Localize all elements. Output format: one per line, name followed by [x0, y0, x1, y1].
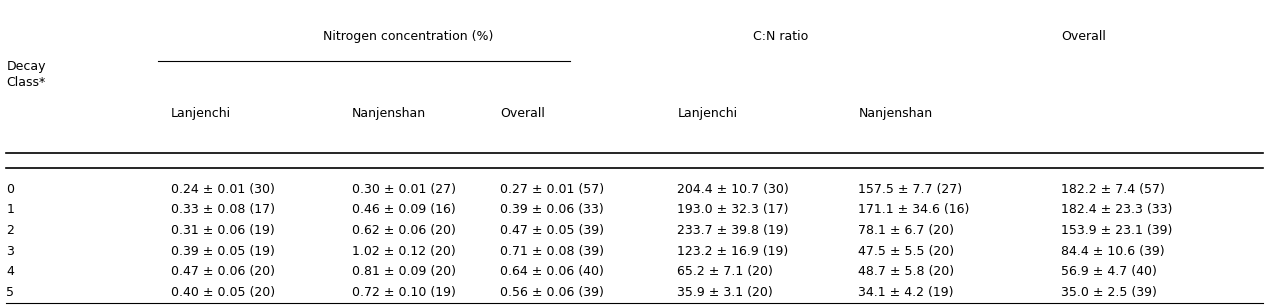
Text: C:N ratio: C:N ratio: [753, 30, 809, 43]
Text: 3: 3: [6, 245, 14, 258]
Text: 123.2 ± 16.9 (19): 123.2 ± 16.9 (19): [677, 245, 789, 258]
Text: 35.0 ± 2.5 (39): 35.0 ± 2.5 (39): [1061, 286, 1157, 299]
Text: 0.46 ± 0.09 (16): 0.46 ± 0.09 (16): [352, 203, 456, 216]
Text: 65.2 ± 7.1 (20): 65.2 ± 7.1 (20): [677, 265, 774, 278]
Text: 0.56 ± 0.06 (39): 0.56 ± 0.06 (39): [500, 286, 604, 299]
Text: 2: 2: [6, 224, 14, 237]
Text: 35.9 ± 3.1 (20): 35.9 ± 3.1 (20): [677, 286, 774, 299]
Text: 0.47 ± 0.05 (39): 0.47 ± 0.05 (39): [500, 224, 604, 237]
Text: 0.72 ± 0.10 (19): 0.72 ± 0.10 (19): [352, 286, 456, 299]
Text: 0: 0: [6, 182, 14, 196]
Text: 193.0 ± 32.3 (17): 193.0 ± 32.3 (17): [677, 203, 789, 216]
Text: 0.47 ± 0.06 (20): 0.47 ± 0.06 (20): [171, 265, 275, 278]
Text: 0.71 ± 0.08 (39): 0.71 ± 0.08 (39): [500, 245, 604, 258]
Text: 56.9 ± 4.7 (40): 56.9 ± 4.7 (40): [1061, 265, 1157, 278]
Text: 182.4 ± 23.3 (33): 182.4 ± 23.3 (33): [1061, 203, 1172, 216]
Text: Nanjenshan: Nanjenshan: [858, 107, 933, 120]
Text: Overall: Overall: [1061, 30, 1105, 43]
Text: 171.1 ± 34.6 (16): 171.1 ± 34.6 (16): [858, 203, 970, 216]
Text: 0.39 ± 0.05 (19): 0.39 ± 0.05 (19): [171, 245, 275, 258]
Text: Overall: Overall: [500, 107, 544, 120]
Text: 5: 5: [6, 286, 14, 299]
Text: 153.9 ± 23.1 (39): 153.9 ± 23.1 (39): [1061, 224, 1172, 237]
Text: 0.27 ± 0.01 (57): 0.27 ± 0.01 (57): [500, 182, 604, 196]
Text: 1.02 ± 0.12 (20): 1.02 ± 0.12 (20): [352, 245, 456, 258]
Text: 0.81 ± 0.09 (20): 0.81 ± 0.09 (20): [352, 265, 456, 278]
Text: 182.2 ± 7.4 (57): 182.2 ± 7.4 (57): [1061, 182, 1165, 196]
Text: 0.40 ± 0.05 (20): 0.40 ± 0.05 (20): [171, 286, 275, 299]
Text: Nanjenshan: Nanjenshan: [352, 107, 427, 120]
Text: 0.39 ± 0.06 (33): 0.39 ± 0.06 (33): [500, 203, 604, 216]
Text: Lanjenchi: Lanjenchi: [677, 107, 737, 120]
Text: 47.5 ± 5.5 (20): 47.5 ± 5.5 (20): [858, 245, 955, 258]
Text: 0.30 ± 0.01 (27): 0.30 ± 0.01 (27): [352, 182, 456, 196]
Text: Lanjenchi: Lanjenchi: [171, 107, 230, 120]
Text: Decay
Class*: Decay Class*: [6, 61, 46, 89]
Text: 0.62 ± 0.06 (20): 0.62 ± 0.06 (20): [352, 224, 456, 237]
Text: 48.7 ± 5.8 (20): 48.7 ± 5.8 (20): [858, 265, 955, 278]
Text: 0.64 ± 0.06 (40): 0.64 ± 0.06 (40): [500, 265, 604, 278]
Text: 0.31 ± 0.06 (19): 0.31 ± 0.06 (19): [171, 224, 275, 237]
Text: 78.1 ± 6.7 (20): 78.1 ± 6.7 (20): [858, 224, 955, 237]
Text: 157.5 ± 7.7 (27): 157.5 ± 7.7 (27): [858, 182, 962, 196]
Text: 233.7 ± 39.8 (19): 233.7 ± 39.8 (19): [677, 224, 789, 237]
Text: 1: 1: [6, 203, 14, 216]
Text: 84.4 ± 10.6 (39): 84.4 ± 10.6 (39): [1061, 245, 1165, 258]
Text: 204.4 ± 10.7 (30): 204.4 ± 10.7 (30): [677, 182, 789, 196]
Text: Nitrogen concentration (%): Nitrogen concentration (%): [323, 30, 494, 43]
Text: 34.1 ± 4.2 (19): 34.1 ± 4.2 (19): [858, 286, 953, 299]
Text: 4: 4: [6, 265, 14, 278]
Text: 0.24 ± 0.01 (30): 0.24 ± 0.01 (30): [171, 182, 275, 196]
Text: 0.33 ± 0.08 (17): 0.33 ± 0.08 (17): [171, 203, 275, 216]
